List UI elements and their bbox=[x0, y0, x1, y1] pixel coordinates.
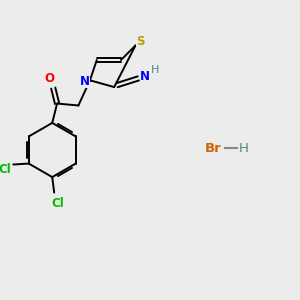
Text: Cl: Cl bbox=[0, 163, 11, 176]
Text: S: S bbox=[136, 35, 145, 48]
Text: H: H bbox=[239, 142, 249, 154]
Text: N: N bbox=[80, 75, 90, 88]
Text: H: H bbox=[151, 65, 159, 75]
Text: Br: Br bbox=[205, 142, 221, 154]
Text: N: N bbox=[140, 70, 150, 83]
Text: Cl: Cl bbox=[52, 197, 64, 210]
Text: O: O bbox=[44, 72, 54, 85]
